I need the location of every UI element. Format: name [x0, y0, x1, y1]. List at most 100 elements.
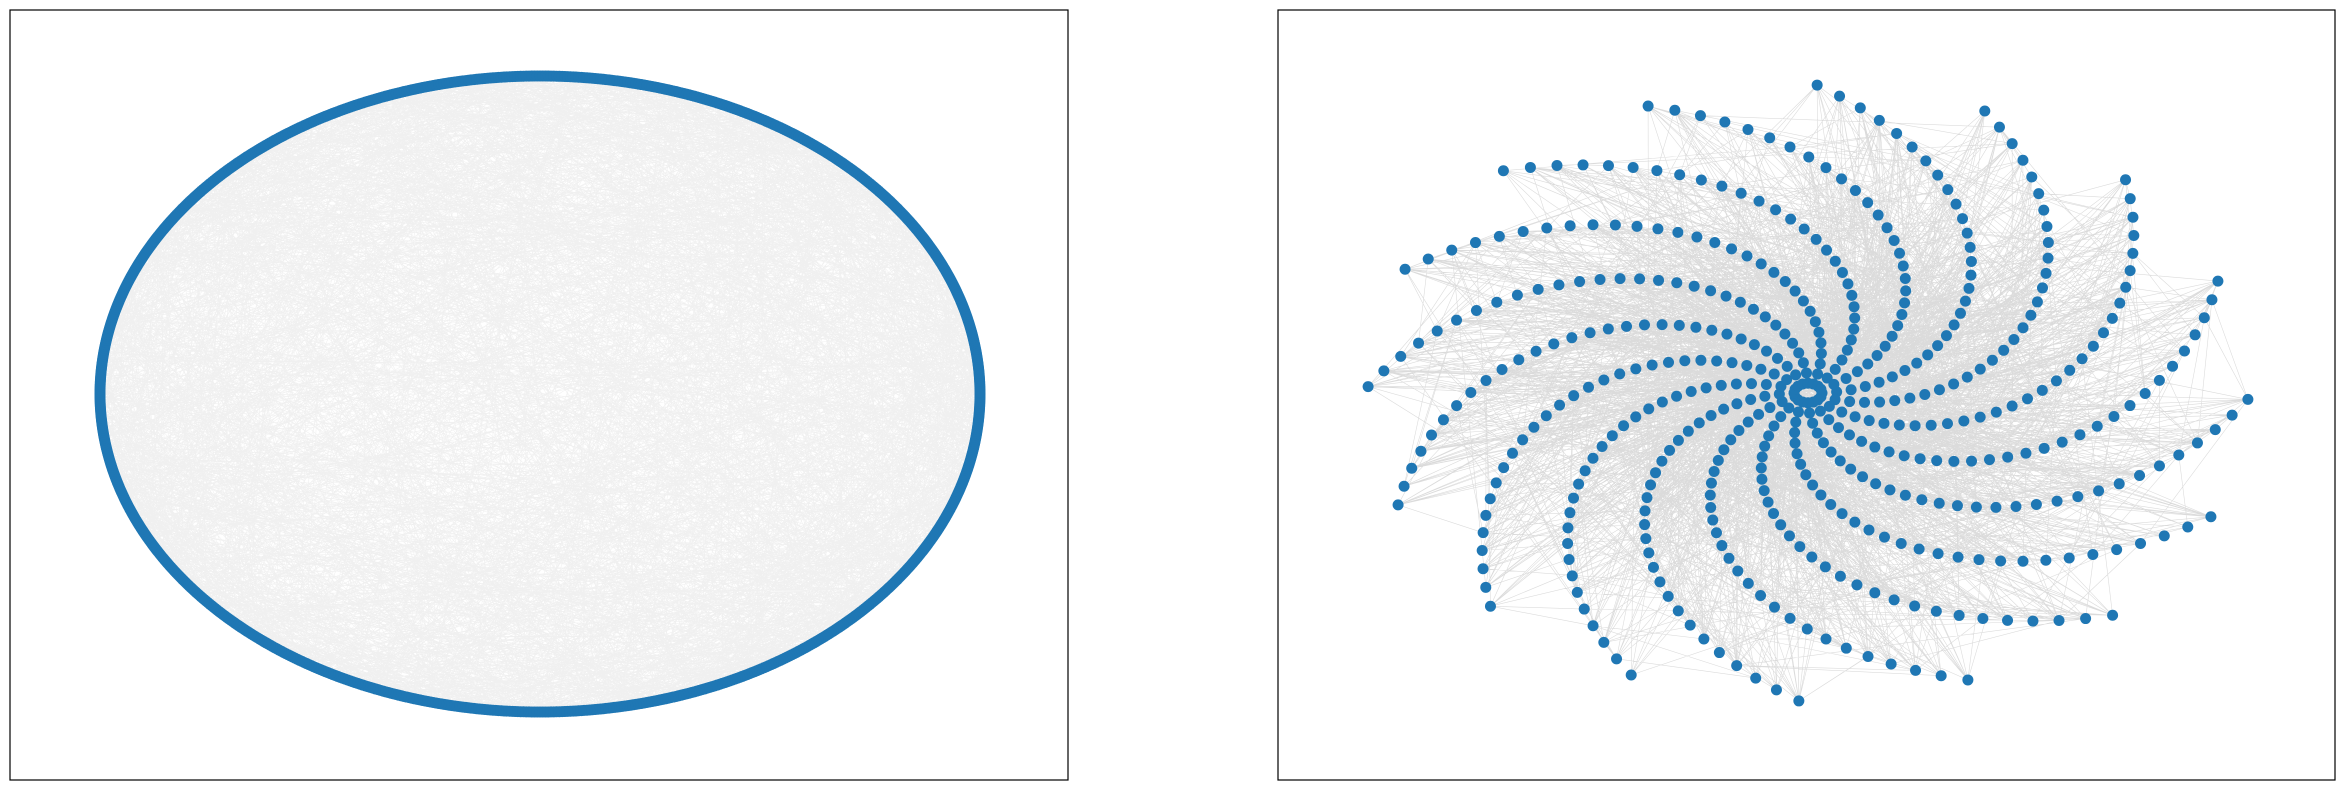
spiral-node — [1653, 275, 1664, 286]
spiral-node — [1977, 613, 1988, 624]
spiral-node — [1835, 571, 1846, 582]
spiral-node — [2227, 410, 2238, 421]
spiral-node — [1994, 122, 2005, 133]
spiral-node — [1674, 169, 1685, 180]
spiral-node — [1826, 447, 1837, 458]
circular-node — [974, 387, 985, 398]
spiral-node — [2080, 613, 2091, 624]
spiral-node — [1761, 379, 1772, 390]
spiral-node — [1759, 391, 1770, 402]
spiral-node — [1763, 430, 1774, 441]
spiral-node — [1900, 490, 1911, 501]
spiral-node — [1887, 371, 1898, 382]
spiral-node — [1958, 415, 1969, 426]
spiral-node — [2127, 248, 2138, 259]
spiral-node — [1494, 231, 1505, 242]
spiral-node — [1639, 319, 1650, 330]
spiral-node — [1820, 561, 1831, 572]
spiral-node — [1815, 358, 1826, 369]
spiral-node — [2114, 478, 2125, 489]
spiral-node — [1769, 602, 1780, 613]
spiral-node — [2027, 616, 2038, 627]
spiral-node — [1899, 297, 1910, 308]
spiral-node — [1621, 321, 1632, 332]
spiral-node — [1785, 214, 1796, 225]
spiral-node — [1756, 258, 1767, 269]
spiral-node — [1618, 420, 1629, 431]
spiral-node — [1931, 455, 1942, 466]
spiral-node — [1603, 160, 1614, 171]
spiral-node — [2092, 421, 2103, 432]
spiral-node — [1821, 633, 1832, 644]
spiral-node — [1694, 417, 1705, 428]
spiral-node — [1850, 411, 1861, 422]
spiral-node — [1657, 397, 1668, 408]
spiral-node — [2190, 329, 2201, 340]
spiral-node — [1907, 141, 1918, 152]
spiral-node — [1671, 391, 1682, 402]
spiral-node — [1789, 427, 1800, 438]
spiral-node — [1585, 327, 1596, 338]
spiral-node — [1873, 210, 1884, 221]
spiral-node — [1768, 508, 1779, 519]
spiral-node — [1772, 353, 1783, 364]
spiral-node — [1743, 578, 1754, 589]
spiral-node — [1663, 357, 1674, 368]
spiral-node — [1869, 442, 1880, 453]
spiral-node — [2074, 429, 2085, 440]
spiral-node — [1957, 213, 1968, 224]
spiral-node — [2206, 294, 2217, 305]
spiral-node — [1909, 601, 1920, 612]
spiral-node — [1932, 170, 1943, 181]
spiral-node — [1835, 455, 1846, 466]
spiral-node — [1807, 480, 1818, 491]
spiral-node — [1518, 226, 1529, 237]
spiral-node — [1553, 279, 1564, 290]
spiral-node — [1513, 354, 1524, 365]
spiral-node — [1750, 673, 1761, 684]
spiral-node — [1770, 204, 1781, 215]
spiral-node — [1711, 355, 1722, 366]
spiral-node — [1673, 605, 1684, 616]
spiral-node — [1787, 338, 1798, 349]
spiral-node — [1696, 174, 1707, 185]
spiral-node — [1725, 434, 1736, 445]
spiral-node — [1782, 361, 1793, 372]
spiral-node — [1794, 541, 1805, 552]
spiral-node — [1683, 426, 1694, 437]
spiral-node — [1836, 173, 1847, 184]
spiral-node — [1962, 674, 1973, 685]
spiral-node — [1451, 315, 1462, 326]
spiral-node — [1834, 91, 1845, 102]
spiral-node — [1863, 524, 1874, 535]
spiral-node — [1815, 337, 1826, 348]
spiral-node — [1480, 582, 1491, 593]
spiral-node — [1706, 410, 1717, 421]
spiral-node — [1790, 438, 1801, 449]
spiral-node — [1426, 430, 1437, 441]
spiral-node — [1900, 285, 1911, 296]
spiral-node — [1887, 331, 1898, 342]
spiral-node — [2054, 615, 2065, 626]
spiral-node — [1932, 340, 1943, 351]
spiral-node — [1756, 462, 1767, 473]
spiral-node — [1800, 469, 1811, 480]
spiral-node — [1648, 562, 1659, 573]
spiral-node — [1849, 313, 1860, 324]
spiral-node — [1588, 219, 1599, 230]
spiral-node — [2125, 193, 2136, 204]
spiral-node — [1798, 295, 1809, 306]
spiral-node — [1882, 222, 1893, 233]
spiral-node — [2043, 237, 2054, 248]
spiral-node — [1413, 338, 1424, 349]
spiral-node — [1889, 594, 1900, 605]
spiral-node — [2111, 544, 2122, 555]
spiral-node — [2107, 610, 2118, 621]
spiral-node — [1446, 245, 1457, 256]
spiral-node — [1760, 311, 1771, 322]
spiral-node — [1857, 471, 1868, 482]
spiral-node — [1498, 462, 1509, 473]
spiral-node — [1640, 533, 1651, 544]
spiral-node — [1754, 196, 1765, 207]
